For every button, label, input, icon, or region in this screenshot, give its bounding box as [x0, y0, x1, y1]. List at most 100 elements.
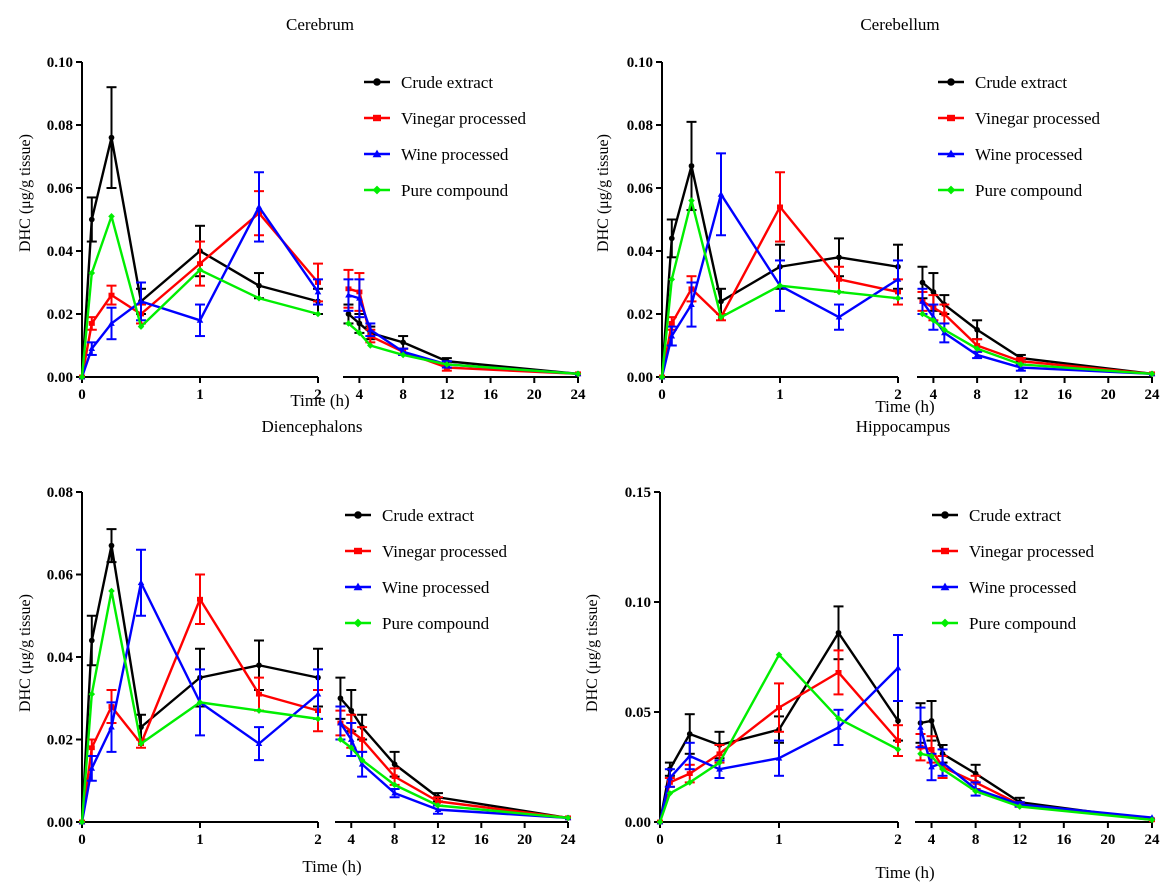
- legend-entry: Crude extract: [345, 506, 474, 525]
- data-point: [716, 765, 723, 772]
- data-point: [919, 298, 926, 304]
- panel-cerebellum: Cerebellum Time (h) DHC (μg/g tissue) 0.…: [595, 15, 1160, 416]
- data-point: [391, 774, 398, 780]
- series-pure-compound: [656, 651, 1156, 826]
- legend-entry: Pure compound: [345, 614, 490, 633]
- data-point: [1017, 361, 1025, 368]
- legend-marker: [947, 78, 955, 86]
- x-tick-label: 20: [517, 832, 532, 848]
- data-point: [835, 715, 842, 722]
- data-point: [367, 342, 374, 349]
- data-point: [686, 779, 694, 786]
- y-tick-label: 0.08: [627, 118, 653, 134]
- x-tick-label: 24: [1145, 832, 1161, 848]
- data-point: [78, 373, 86, 381]
- data-point: [88, 745, 95, 751]
- y-tick-label: 0.02: [47, 733, 73, 749]
- data-point: [939, 765, 946, 773]
- legend-marker: [941, 511, 949, 519]
- legend-label: Crude extract: [969, 506, 1061, 525]
- data-point: [345, 291, 352, 298]
- legend-label: Pure compound: [975, 181, 1083, 200]
- series-crude-extract: [657, 605, 1155, 825]
- data-point: [88, 216, 95, 223]
- y-axis-label: DHC (μg/g tissue): [17, 594, 34, 712]
- y-axis-label: DHC (μg/g tissue): [595, 134, 612, 252]
- data-point: [835, 724, 842, 730]
- x-tick-label: 12: [430, 832, 445, 848]
- y-tick-label: 0.04: [47, 244, 74, 260]
- data-point: [836, 276, 842, 282]
- data-point: [668, 332, 676, 339]
- data-point: [777, 204, 783, 210]
- x-tick-label: 20: [1100, 832, 1115, 848]
- x-tick-label: 4: [348, 832, 356, 848]
- data-point: [972, 787, 979, 795]
- data-point: [718, 298, 724, 305]
- data-point: [668, 321, 675, 326]
- chart-title: Diencephalons: [261, 417, 362, 436]
- y-tick-label: 0.00: [625, 815, 651, 831]
- data-point: [345, 311, 352, 317]
- data-point: [256, 282, 262, 289]
- data-point: [255, 203, 263, 210]
- data-point: [88, 637, 95, 644]
- series-line-right: [919, 727, 1153, 819]
- data-point: [564, 814, 572, 822]
- x-tick-label: 2: [894, 387, 902, 403]
- data-point: [443, 361, 451, 368]
- data-point: [256, 662, 262, 669]
- legend-label: Vinegar processed: [969, 542, 1095, 561]
- legend-entry: Wine processed: [364, 145, 509, 164]
- data-point: [919, 310, 926, 318]
- x-tick-label: 1: [196, 832, 204, 848]
- x-tick-label: 0: [658, 387, 666, 403]
- x-tick-label: 12: [1013, 387, 1028, 403]
- legend-marker: [354, 511, 362, 519]
- data-point: [974, 326, 980, 333]
- data-point: [716, 759, 723, 766]
- data-point: [686, 752, 694, 759]
- plot-marks: [656, 605, 1156, 826]
- y-tick-label: 0.10: [47, 55, 73, 71]
- data-point: [919, 279, 926, 286]
- y-tick-label: 0.02: [627, 307, 653, 323]
- y-tick-label: 0.06: [627, 181, 654, 197]
- x-tick-label: 4: [930, 387, 938, 403]
- data-point: [895, 717, 901, 724]
- data-point: [775, 754, 783, 761]
- data-point: [939, 759, 946, 765]
- data-point: [137, 579, 145, 586]
- y-tick-label: 0.15: [625, 485, 651, 501]
- data-point: [894, 276, 902, 282]
- legend-marker: [373, 78, 381, 86]
- plot-marks: [78, 528, 572, 826]
- data-point: [658, 373, 666, 381]
- series-pure-compound: [78, 587, 572, 826]
- x-tick-label: 4: [928, 832, 936, 848]
- data-point: [928, 747, 935, 752]
- legend: Crude extract Vinegar processed Wine proce…: [938, 73, 1101, 200]
- legend-label: Crude extract: [401, 73, 493, 92]
- data-point: [356, 294, 363, 301]
- data-point: [356, 329, 363, 337]
- data-point: [391, 761, 398, 768]
- data-point: [894, 294, 902, 302]
- data-point: [775, 651, 783, 659]
- x-tick-label: 16: [483, 387, 499, 403]
- data-point: [108, 723, 115, 730]
- y-tick-label: 0.00: [627, 370, 653, 386]
- legend-entry: Vinegar processed: [345, 542, 508, 561]
- y-tick-label: 0.08: [47, 118, 73, 134]
- y-tick-label: 0.10: [627, 55, 653, 71]
- x-tick-label: 24: [1145, 387, 1161, 403]
- data-point: [108, 134, 115, 141]
- data-point: [973, 351, 981, 358]
- legend-marker: [354, 547, 362, 555]
- data-point: [917, 724, 924, 730]
- legend-entry: Crude extract: [932, 506, 1061, 525]
- data-point: [255, 740, 263, 747]
- data-point: [668, 276, 676, 283]
- data-point: [688, 197, 695, 204]
- data-point: [686, 731, 693, 737]
